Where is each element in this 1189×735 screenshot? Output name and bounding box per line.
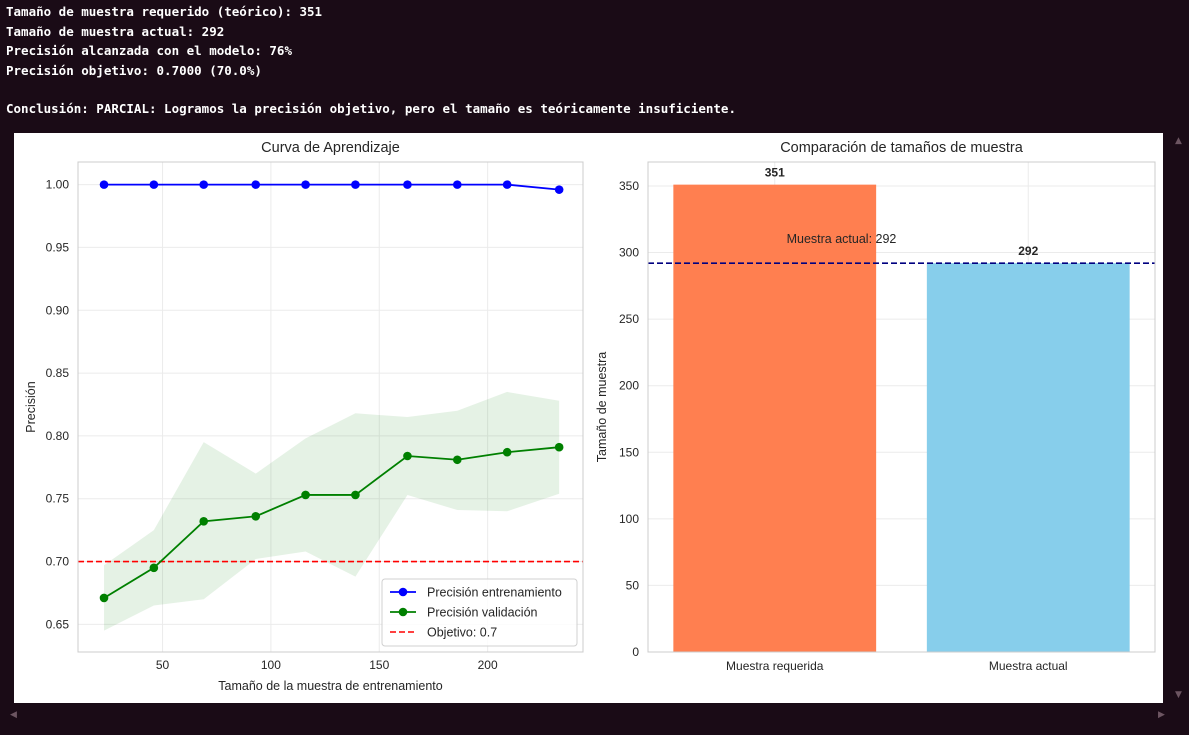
- scroll-up-icon[interactable]: ▲: [1175, 136, 1182, 146]
- validation-point: [351, 490, 360, 500]
- legend-box: [381, 578, 578, 647]
- validation-point: [554, 442, 564, 452]
- training-point: [351, 180, 360, 189]
- validation-point: [149, 563, 159, 573]
- x-tick-label: 100: [261, 658, 281, 672]
- chart-title: Curva de Aprendizaje: [261, 140, 400, 156]
- training-point: [301, 180, 310, 189]
- x-tick-label: 200: [478, 658, 498, 672]
- legend: Precisión entrenamiento Precisión validac…: [381, 578, 578, 647]
- scroll-right-icon[interactable]: ▶: [1158, 710, 1165, 720]
- console-blank-line: [6, 80, 736, 99]
- bar: [673, 184, 877, 652]
- y-tick-label: 1.00: [46, 178, 70, 192]
- y-tick-label: 150: [619, 445, 639, 459]
- legend-entry-label: Objetivo: 0.7: [427, 626, 497, 640]
- y-tick-label: 300: [619, 246, 639, 260]
- x-tick-label: 50: [156, 658, 170, 672]
- legend-entry-label: Precisión entrenamiento: [427, 586, 562, 600]
- training-point: [99, 180, 109, 189]
- y-tick-label: 0.95: [46, 240, 70, 254]
- validation-point: [301, 490, 310, 500]
- validation-point: [199, 517, 209, 526]
- validation-point: [502, 447, 512, 457]
- validation-confidence-band: [104, 391, 560, 631]
- reference-line-label: Muestra actual: 292: [787, 232, 897, 246]
- training-series-line: [104, 183, 560, 191]
- axes-frame: [77, 161, 584, 653]
- validation-series-line: [103, 446, 560, 599]
- axes-frame: [647, 161, 1156, 653]
- scroll-down-icon[interactable]: ▼: [1175, 690, 1182, 700]
- training-point: [452, 180, 462, 189]
- y-tick-label: 350: [619, 179, 639, 193]
- validation-point: [251, 512, 261, 521]
- bar-value-label: 351: [765, 166, 785, 180]
- x-axis-label: Tamaño de la muestra de entrenamiento: [218, 679, 442, 693]
- console-line: Precisión alcanzada con el modelo: 76%: [6, 43, 292, 58]
- x-tick-label: Muestra actual: [989, 659, 1068, 673]
- legend-entry-label: Precisión validación: [427, 606, 538, 620]
- y-tick-label: 0.75: [46, 492, 70, 506]
- training-point: [554, 185, 564, 194]
- validation-point: [452, 455, 462, 465]
- console-line: Tamaño de muestra actual: 292: [6, 23, 225, 39]
- console-conclusion: Conclusión: PARCIAL: Logramos la precisi…: [6, 101, 736, 116]
- figure-svg: 50 100 150 200 0.65 0.70 0.75 0.80 0.85 0.90 0.95 1…: [24, 140, 1156, 693]
- validation-point: [403, 451, 412, 461]
- legend-swatch-marker: [398, 607, 408, 617]
- y-tick-label: 0.80: [46, 429, 70, 443]
- y-tick-label: 0.70: [46, 555, 70, 569]
- chart-title: Comparación de tamaños de muestra: [780, 140, 1024, 156]
- console-line: Tamaño de muestra requerido (teórico): 3…: [6, 4, 323, 19]
- training-point: [149, 180, 159, 189]
- y-tick-label: 100: [619, 512, 639, 526]
- y-axis-label: Tamaño de muestra: [595, 352, 609, 463]
- y-tick-label: 50: [626, 578, 640, 592]
- training-point: [199, 180, 209, 189]
- y-axis-label: Precisión: [24, 381, 38, 432]
- training-point: [403, 180, 412, 189]
- y-tick-label: 0: [632, 645, 639, 659]
- training-point: [502, 180, 512, 189]
- figure-canvas: 50 100 150 200 0.65 0.70 0.75 0.80 0.85 0.90 0.95 1…: [14, 133, 1163, 703]
- x-tick-label: 150: [369, 658, 389, 672]
- console-output: Tamaño de muestra requerido (teórico): 3…: [6, 2, 736, 119]
- y-tick-label: 0.65: [46, 617, 70, 631]
- x-tick-label: Muestra requerida: [726, 659, 824, 673]
- y-tick-label: 200: [619, 379, 639, 393]
- legend-swatch-marker: [398, 587, 408, 597]
- console-line: Precisión objetivo: 0.7000 (70.0%): [6, 62, 262, 78]
- bar-value-label: 292: [1018, 244, 1038, 258]
- bar: [926, 263, 1130, 652]
- training-point: [251, 180, 261, 189]
- y-tick-label: 250: [619, 312, 639, 326]
- y-tick-label: 0.85: [46, 366, 70, 380]
- y-tick-label: 0.90: [46, 303, 70, 317]
- validation-point: [99, 593, 109, 603]
- scroll-left-icon[interactable]: ◀: [10, 710, 17, 720]
